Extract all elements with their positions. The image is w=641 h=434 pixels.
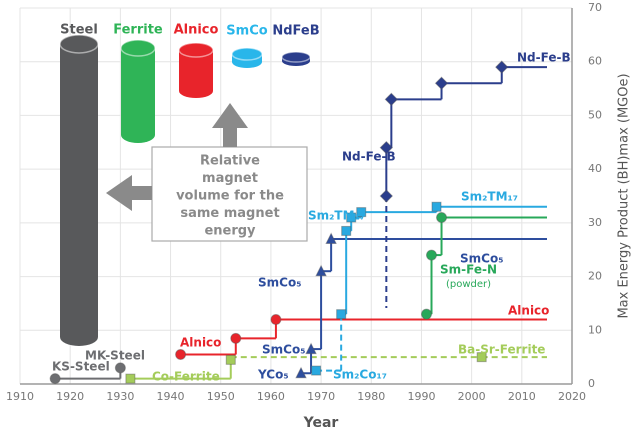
y-tick-label: 60	[588, 55, 602, 68]
marker	[346, 212, 357, 223]
series-label: Sm-Fe-N	[440, 263, 497, 277]
x-tick-label: 1910	[6, 390, 34, 403]
note-box	[151, 146, 308, 242]
arrow-left-head	[106, 175, 132, 211]
arrow-left-shaft	[132, 186, 152, 200]
marker	[434, 76, 449, 90]
series-label: Ba-Sr-Ferrite	[458, 343, 545, 357]
note-line: Relative	[200, 154, 260, 169]
x-tick-label: 2020	[558, 390, 586, 403]
marker	[356, 207, 367, 218]
marker	[379, 189, 394, 203]
series-label: Sm₂TM₁₇	[461, 190, 518, 204]
y-tick-label: 70	[588, 1, 602, 14]
x-tick-label: 1930	[106, 390, 134, 403]
note-line: volume for the	[176, 189, 284, 204]
magnet-label: NdFeB	[272, 24, 319, 39]
marker	[341, 225, 352, 236]
magnet-top	[178, 42, 214, 58]
annotation: SmCo₅	[262, 343, 305, 357]
arrow-up-shaft	[223, 128, 237, 147]
x-tick-label: 1960	[257, 390, 285, 403]
magnet-label: Steel	[60, 23, 98, 38]
x-tick-label: 1950	[207, 390, 235, 403]
annotation: Nd-Fe-B	[342, 150, 396, 164]
magnet-label: SmCo	[226, 24, 267, 39]
y-tick-label: 40	[588, 162, 602, 175]
marker	[49, 373, 61, 385]
x-tick-label: 2000	[458, 390, 486, 403]
marker	[270, 314, 282, 326]
x-tick-label: 1970	[307, 390, 335, 403]
marker	[420, 308, 432, 320]
x-tick-label: 1980	[357, 390, 385, 403]
marker	[384, 92, 399, 107]
annotation: MK-Steel	[85, 349, 145, 363]
magnet-top	[59, 34, 99, 54]
marker	[315, 264, 327, 277]
y-tick-label: 10	[588, 323, 602, 336]
note-line: energy	[204, 224, 256, 239]
y-tick-label: 0	[588, 377, 595, 390]
magnet-label: Ferrite	[113, 23, 163, 38]
marker	[125, 373, 136, 384]
marker	[476, 352, 487, 363]
note-line: same magnet	[180, 206, 279, 221]
series-label: KS-Steel	[52, 360, 110, 374]
marker	[305, 342, 317, 355]
marker	[436, 211, 448, 223]
magnet-cylinder	[121, 48, 155, 143]
y-tick-label: 30	[588, 216, 602, 229]
marker	[225, 354, 236, 365]
series-label: Alnico	[508, 304, 549, 318]
y-tick-label: 50	[588, 108, 602, 121]
magnet-top	[281, 51, 311, 63]
y-axis-label: Max Energy Product (BH)max (MGOe)	[617, 73, 632, 318]
magnet-top	[231, 47, 263, 61]
marker	[295, 366, 307, 379]
series-label: Nd-Fe-B	[517, 51, 571, 65]
series-label: Sm₂Co₁₇	[333, 368, 387, 382]
x-axis-label: Year	[303, 415, 339, 431]
marker	[336, 309, 347, 320]
annotation: SmCo₅	[258, 276, 301, 290]
magnet-label: Alnico	[174, 23, 219, 38]
marker	[114, 362, 126, 374]
x-tick-label: 1990	[407, 390, 435, 403]
x-tick-label: 1940	[157, 390, 185, 403]
marker	[175, 348, 187, 360]
annotation: Sm₂TM₁₇	[308, 209, 365, 223]
marker	[230, 332, 242, 344]
series-label: Co-Ferrite	[152, 370, 220, 384]
annotation: YCo₅	[257, 368, 289, 382]
marker	[495, 60, 509, 74]
y-tick-label: 20	[588, 270, 602, 283]
magnet-top	[120, 39, 156, 57]
magnet-cylinder	[60, 44, 98, 346]
marker	[425, 249, 437, 261]
magnet-cylinder	[179, 50, 213, 98]
series-label: SmCo₅	[460, 252, 503, 266]
note-line: magnet	[202, 171, 258, 186]
x-tick-label: 1920	[56, 390, 84, 403]
annotation: Alnico	[180, 336, 221, 350]
x-tick-label: 2010	[508, 390, 536, 403]
marker	[431, 201, 442, 212]
marker	[379, 140, 394, 155]
annotation: (powder)	[446, 279, 491, 290]
marker	[311, 365, 322, 376]
arrow-up-head	[212, 103, 248, 128]
marker	[325, 232, 337, 244]
